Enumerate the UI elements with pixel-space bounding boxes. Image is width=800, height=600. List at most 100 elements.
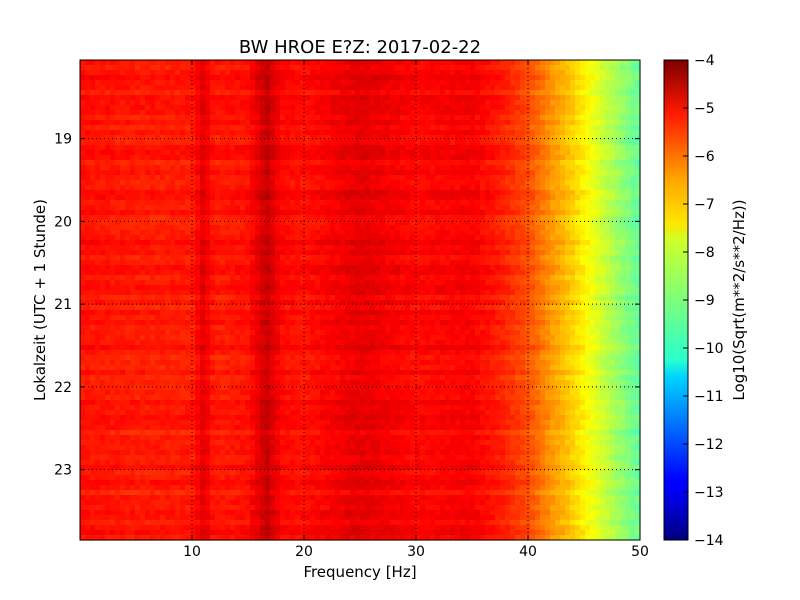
- heatmap-cell: [235, 85, 241, 91]
- heatmap-cell: [285, 320, 291, 326]
- heatmap-cell: [130, 505, 136, 511]
- heatmap-cell: [235, 400, 241, 406]
- heatmap-cell: [310, 510, 316, 516]
- heatmap-cell: [160, 360, 166, 366]
- heatmap-cell: [185, 435, 191, 441]
- heatmap-cell: [240, 505, 246, 511]
- heatmap-cell: [295, 460, 301, 466]
- heatmap-cell: [185, 345, 191, 351]
- heatmap-cell: [245, 110, 251, 116]
- heatmap-cell: [205, 165, 211, 171]
- heatmap-cell: [145, 120, 151, 126]
- heatmap-cell: [160, 520, 166, 526]
- heatmap-cell: [290, 190, 296, 196]
- heatmap-cell: [80, 515, 86, 521]
- heatmap-cell: [125, 505, 131, 511]
- heatmap-cell: [295, 495, 301, 501]
- heatmap-cell: [320, 495, 326, 501]
- heatmap-cell: [250, 80, 256, 86]
- heatmap-cell: [300, 465, 306, 471]
- heatmap-cell: [280, 225, 286, 231]
- heatmap-cell: [220, 505, 226, 511]
- heatmap-cell: [240, 160, 246, 166]
- heatmap-cell: [155, 295, 161, 301]
- heatmap-cell: [140, 290, 146, 296]
- heatmap-cell: [310, 500, 316, 506]
- heatmap-cell: [110, 530, 116, 536]
- heatmap-cell: [205, 265, 211, 271]
- heatmap-cell: [315, 300, 321, 306]
- heatmap-cell: [260, 410, 266, 416]
- heatmap-cell: [110, 70, 116, 76]
- heatmap-cell: [175, 175, 181, 181]
- heatmap-cell: [175, 135, 181, 141]
- heatmap-cell: [265, 525, 271, 531]
- heatmap-cell: [190, 60, 196, 66]
- heatmap-cell: [110, 190, 116, 196]
- heatmap-cell: [180, 320, 186, 326]
- heatmap-cell: [205, 235, 211, 241]
- heatmap-cell: [85, 425, 91, 431]
- heatmap-cell: [290, 475, 296, 481]
- heatmap-cell: [310, 530, 316, 536]
- heatmap-cell: [170, 180, 176, 186]
- heatmap-cell: [90, 330, 96, 336]
- heatmap-cell: [200, 495, 206, 501]
- heatmap-cell: [335, 300, 341, 306]
- heatmap-cell: [275, 115, 281, 121]
- heatmap-cell: [315, 475, 321, 481]
- heatmap-cell: [275, 220, 281, 226]
- heatmap-cell: [155, 370, 161, 376]
- heatmap-cell: [95, 390, 101, 396]
- heatmap-cell: [235, 390, 241, 396]
- heatmap-cell: [155, 385, 161, 391]
- heatmap-cell: [230, 385, 236, 391]
- heatmap-cell: [155, 320, 161, 326]
- heatmap-cell: [135, 400, 141, 406]
- heatmap-cell: [320, 125, 326, 131]
- heatmap-cell: [270, 240, 276, 246]
- heatmap-cell: [90, 155, 96, 161]
- heatmap-cell: [275, 120, 281, 126]
- heatmap-cell: [100, 420, 106, 426]
- heatmap-cell: [165, 480, 171, 486]
- heatmap-cell: [170, 435, 176, 441]
- heatmap-cell: [130, 495, 136, 501]
- heatmap-cell: [300, 505, 306, 511]
- heatmap-cell: [100, 315, 106, 321]
- heatmap-cell: [195, 95, 201, 101]
- heatmap-cell: [320, 520, 326, 526]
- heatmap-cell: [150, 180, 156, 186]
- heatmap-cell: [175, 300, 181, 306]
- heatmap-cell: [305, 320, 311, 326]
- heatmap-cell: [285, 515, 291, 521]
- heatmap-cell: [125, 180, 131, 186]
- heatmap-cell: [175, 210, 181, 216]
- heatmap-cell: [265, 465, 271, 471]
- heatmap-cell: [255, 480, 261, 486]
- heatmap-cell: [110, 395, 116, 401]
- heatmap-cell: [110, 115, 116, 121]
- heatmap-cell: [245, 385, 251, 391]
- heatmap-cell: [190, 240, 196, 246]
- heatmap-cell: [265, 215, 271, 221]
- heatmap-cell: [140, 315, 146, 321]
- heatmap-cell: [160, 490, 166, 496]
- heatmap-cell: [245, 495, 251, 501]
- heatmap-cell: [180, 90, 186, 96]
- heatmap-cell: [80, 330, 86, 336]
- heatmap-cell: [245, 145, 251, 151]
- heatmap-cell: [150, 335, 156, 341]
- heatmap-cell: [190, 175, 196, 181]
- heatmap-cell: [195, 405, 201, 411]
- heatmap-cell: [225, 360, 231, 366]
- heatmap-cell: [300, 500, 306, 506]
- heatmap-cell: [310, 165, 316, 171]
- heatmap-cell: [90, 510, 96, 516]
- heatmap-cell: [200, 475, 206, 481]
- heatmap-cell: [160, 410, 166, 416]
- heatmap-cell: [120, 450, 126, 456]
- heatmap-cell: [230, 285, 236, 291]
- heatmap-cell: [315, 305, 321, 311]
- heatmap-cell: [270, 315, 276, 321]
